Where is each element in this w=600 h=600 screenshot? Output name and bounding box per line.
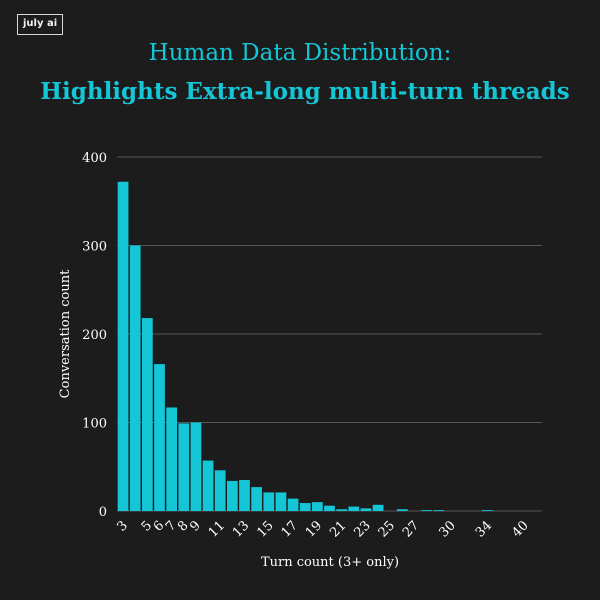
bar-turn-5 [141, 318, 153, 511]
y-axis-label: Conversation count [58, 269, 73, 398]
bar-turn-13 [239, 480, 250, 511]
x-tick-label: 19 [303, 518, 325, 540]
bar-turn-18 [299, 503, 311, 511]
x-tick-label: 3 [114, 518, 130, 534]
x-tick-label: 30 [436, 518, 458, 540]
bar-turn-15 [263, 492, 275, 511]
y-tick-label: 100 [82, 417, 107, 432]
bar-turn-28 [421, 510, 433, 511]
bar-turn-24 [372, 504, 384, 511]
bar-turn-19 [311, 502, 323, 511]
bar-turn-34 [481, 510, 493, 511]
bar-turn-7 [166, 407, 178, 511]
bar-turn-21 [336, 509, 348, 511]
bar-turn-23 [360, 508, 372, 511]
bar-turn-8 [178, 423, 190, 511]
bar-turn-9 [190, 422, 202, 511]
y-tick-labels: 0 100 200 300 400 [82, 151, 107, 520]
x-tick-label: 40 [509, 518, 531, 540]
y-tick-label: 0 [99, 505, 107, 520]
x-tick-label: 27 [400, 518, 422, 540]
bar-turn-14 [251, 487, 263, 511]
x-tick-label: 25 [376, 518, 398, 540]
x-tick-label: 17 [279, 518, 301, 540]
bar-turn-10 [202, 460, 214, 511]
y-tick-label: 400 [82, 151, 107, 166]
bar-turn-4 [129, 245, 141, 511]
bar-turn-12 [226, 480, 238, 511]
x-tick-label: 15 [254, 518, 276, 540]
x-tick-label: 9 [187, 518, 203, 534]
chart-subtitle: Highlights Extra-long multi-turn threads [40, 78, 570, 105]
y-tick-label: 300 [82, 240, 107, 255]
bar-turn-22 [348, 506, 360, 511]
x-tick-label: 13 [230, 518, 252, 540]
bar-turn-17 [287, 498, 299, 511]
bar-turn-11 [214, 470, 226, 511]
bar-turn-3 [117, 181, 129, 511]
bar-turn-29 [433, 510, 445, 511]
bar-turn-16 [275, 492, 287, 511]
x-tick-label: 21 [327, 518, 349, 540]
bar-turn-26 [396, 509, 408, 511]
x-tick-label: 34 [473, 518, 495, 540]
grid-lines [117, 156, 542, 512]
bars [117, 181, 493, 511]
x-tick-label: 23 [351, 518, 373, 540]
bar-turn-20 [324, 505, 335, 511]
chart-title: Human Data Distribution: [148, 40, 452, 66]
bar-turn-6 [154, 364, 165, 511]
x-tick-label: 11 [206, 518, 228, 540]
y-tick-label: 200 [82, 328, 107, 343]
july-ai-logo: july ai [17, 14, 64, 35]
x-axis-label: Turn count (3+ only) [261, 555, 399, 570]
